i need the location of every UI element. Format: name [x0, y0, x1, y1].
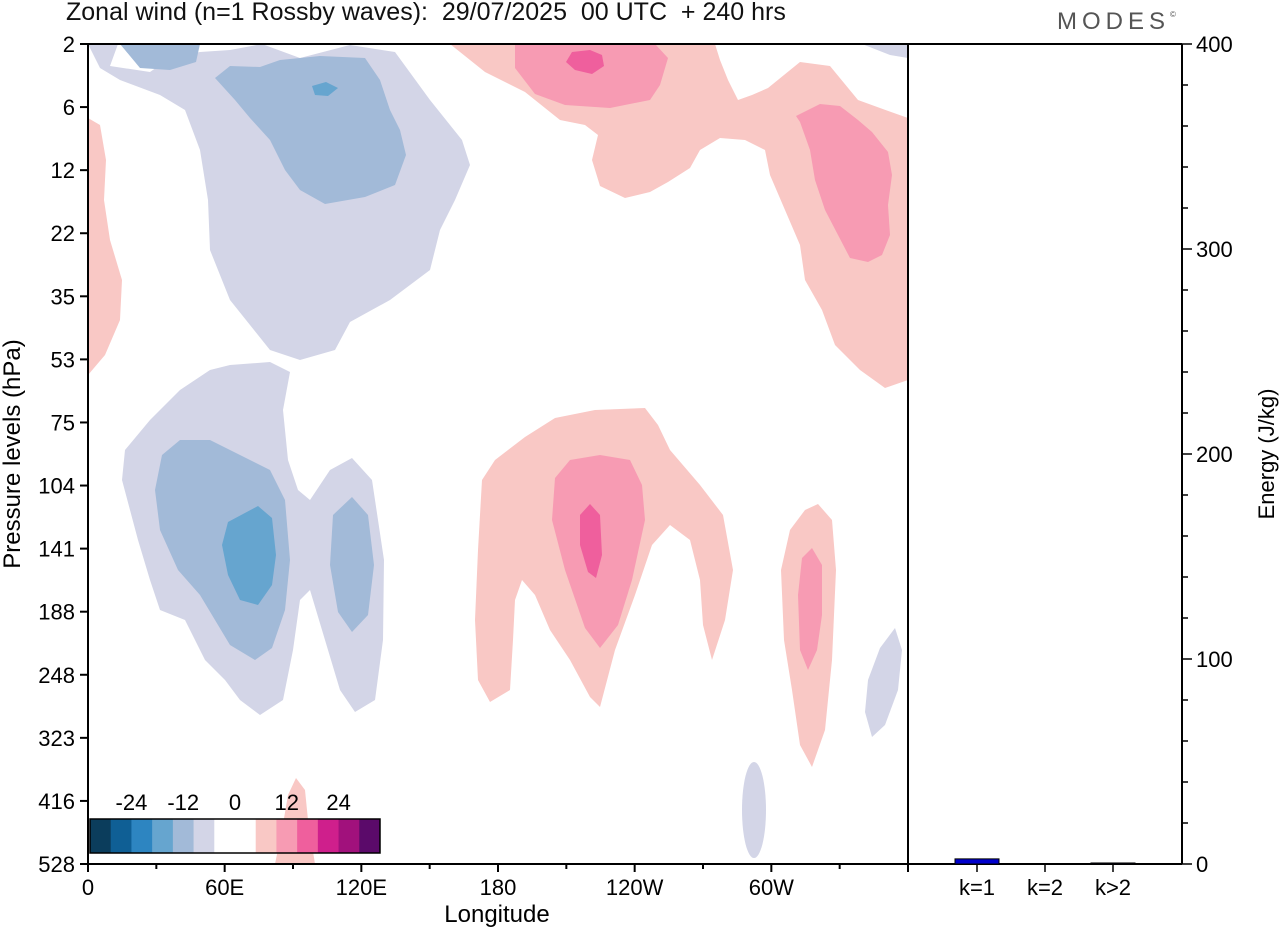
colorbar-swatch — [214, 819, 236, 853]
colorbar-label: 0 — [229, 790, 241, 815]
y-tick-label: 6 — [63, 95, 75, 120]
brand-mark: © — [1170, 10, 1176, 19]
contour-neg-weak — [742, 762, 766, 858]
y-tick-label: 141 — [38, 537, 75, 562]
colorbar-swatch — [235, 819, 257, 853]
colorbar: -24 -12 0 12 24 — [89, 790, 381, 854]
x-tick-label: 120W — [606, 875, 664, 900]
colorbar-swatch — [255, 819, 277, 853]
energy-axis-ticks: 0 100 200 300 400 — [1182, 32, 1233, 877]
colorbar-label: 24 — [326, 790, 350, 815]
y-tick-label: 53 — [51, 347, 75, 372]
energy-bar — [1090, 862, 1136, 865]
colorbar-swatch — [193, 819, 215, 853]
energy-tick-label: 300 — [1196, 237, 1233, 262]
category-label: k=1 — [959, 875, 995, 900]
colorbar-swatch — [317, 819, 340, 853]
contour-neg-strong — [222, 506, 276, 605]
energy-panel — [908, 43, 1183, 865]
colorbar-swatch — [297, 819, 319, 853]
contour-pos-strong — [566, 50, 604, 74]
y-axis: 2 6 12 22 35 53 75 104 141 188 248 323 416 528 — [38, 32, 88, 877]
x-tick-label: 0 — [82, 875, 94, 900]
contour-pos-weak — [88, 118, 122, 375]
contour-neg-weak — [865, 628, 902, 737]
contour-neg-mid — [120, 44, 200, 70]
contour-neg-mid — [155, 440, 290, 660]
y-tick-label: 2 — [63, 32, 75, 57]
contour-neg-mid — [215, 56, 406, 204]
colorbar-label: -12 — [167, 790, 199, 815]
brand-text: MODES — [1057, 8, 1171, 35]
contour-neg-weak — [862, 44, 908, 58]
y-tick-label: 248 — [38, 663, 75, 688]
colorbar-swatch — [90, 819, 112, 853]
energy-tick-label: 400 — [1196, 32, 1233, 57]
x-tick-label: 60W — [749, 875, 794, 900]
contour-pos-mid — [798, 548, 822, 670]
contour-neg-mid — [330, 497, 374, 632]
y-tick-label: 528 — [38, 852, 75, 877]
category-label: k=2 — [1027, 875, 1063, 900]
energy-categories: k=1 k=2 k>2 — [959, 864, 1131, 900]
contour-pos-mid — [796, 104, 892, 262]
y-tick-label: 75 — [51, 410, 75, 435]
x-tick-label: 180 — [480, 875, 517, 900]
energy-axis-label: Energy (J/kg) — [1254, 389, 1279, 520]
contour-pos-mid — [515, 44, 668, 108]
colorbar-swatch — [172, 819, 195, 853]
colorbar-swatch — [152, 819, 174, 853]
x-axis-label: Longitude — [444, 901, 549, 928]
colorbar-frame — [89, 818, 381, 854]
y-tick-label: 22 — [51, 221, 75, 246]
energy-tick-label: 100 — [1196, 647, 1233, 672]
contour-pos-weak — [450, 44, 908, 388]
colorbar-swatch — [359, 819, 381, 853]
y-tick-label: 12 — [51, 158, 75, 183]
contour-neg-strong — [312, 82, 338, 96]
colorbar-swatch — [131, 819, 153, 853]
chart-title: Zonal wind (n=1 Rossby waves): 29/07/202… — [66, 0, 786, 26]
y-tick-label: 35 — [51, 284, 75, 309]
colorbar-label: -24 — [116, 790, 148, 815]
x-tick-label: 120E — [336, 875, 387, 900]
y-tick-label: 323 — [38, 726, 75, 751]
colorbar-swatch — [338, 819, 360, 853]
contour-field — [88, 44, 908, 864]
x-tick-label: 60E — [205, 875, 244, 900]
y-axis-label: Pressure levels (hPa) — [0, 339, 26, 568]
energy-tick-label: 0 — [1196, 852, 1208, 877]
y-tick-label: 104 — [38, 474, 75, 499]
x-axis: 0 60E 120E 180 120W 60W — [82, 864, 909, 900]
y-tick-label: 188 — [38, 600, 75, 625]
contour-pos-strong — [580, 504, 602, 578]
y-tick-label: 416 — [38, 789, 75, 814]
colorbar-swatch — [110, 819, 132, 853]
energy-tick-label: 200 — [1196, 442, 1233, 467]
colorbar-label: 12 — [275, 790, 299, 815]
category-label: k>2 — [1095, 875, 1131, 900]
energy-bar — [954, 858, 1000, 865]
brand-logo: MODES© — [1057, 8, 1176, 36]
colorbar-swatch — [276, 819, 298, 853]
